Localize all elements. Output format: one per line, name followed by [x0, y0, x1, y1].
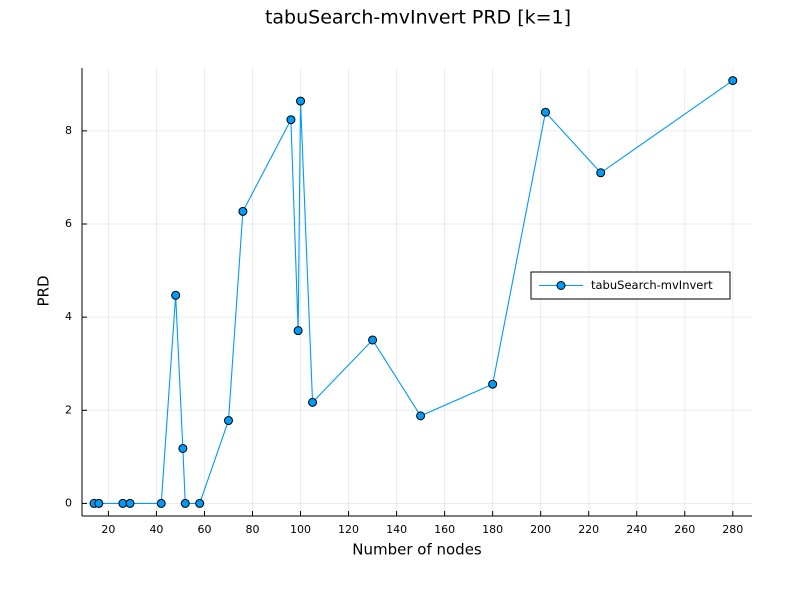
y-tick-label: 0	[65, 496, 72, 509]
data-point	[488, 379, 498, 389]
data-point	[171, 290, 181, 300]
data-point	[293, 326, 303, 336]
data-point	[156, 498, 166, 508]
x-tick-label: 60	[197, 523, 211, 536]
data-point	[238, 206, 248, 216]
data-point	[223, 416, 233, 426]
x-tick-label: 160	[434, 523, 455, 536]
legend: tabuSearch-mvInvert	[530, 271, 731, 300]
legend-marker	[556, 281, 566, 290]
y-axis-title: PRD	[35, 275, 53, 306]
x-tick-label: 140	[386, 523, 407, 536]
axes: 20 40 60 80 100 120 140 160 180 200 220 240 260 280 0 2…	[65, 68, 752, 536]
x-tick-label: 80	[246, 523, 260, 536]
data-point	[416, 411, 426, 421]
data-point	[728, 76, 738, 86]
data-point	[125, 498, 135, 508]
data-point	[286, 115, 296, 125]
data-point	[368, 335, 378, 345]
x-tick-label: 20	[101, 523, 115, 536]
data-point	[180, 498, 190, 508]
x-axis-title: Number of nodes	[352, 541, 482, 559]
y-tick-label: 6	[65, 217, 72, 230]
chart-title: tabuSearch-mvInvert PRD [k=1]	[265, 7, 571, 29]
data-point	[540, 107, 550, 117]
y-tick-label: 4	[65, 310, 72, 323]
x-tick-label: 120	[338, 523, 359, 536]
x-tick-label: 200	[530, 523, 551, 536]
x-tick-label: 180	[482, 523, 503, 536]
x-tick-label: 280	[722, 523, 743, 536]
legend-label: tabuSearch-mvInvert	[591, 278, 713, 292]
y-tick-label: 8	[65, 124, 72, 137]
data-point	[94, 498, 104, 508]
data-point	[195, 498, 205, 508]
x-tick-label: 220	[578, 523, 599, 536]
x-tick-label: 100	[290, 523, 311, 536]
data-point	[596, 168, 606, 178]
x-tick-label: 240	[626, 523, 647, 536]
x-tick-label: 260	[674, 523, 695, 536]
data-point	[296, 96, 306, 106]
x-tick-label: 40	[149, 523, 163, 536]
data-point	[308, 397, 318, 407]
y-tick-label: 2	[65, 403, 72, 416]
data-point	[178, 443, 188, 453]
series-layer	[89, 76, 738, 508]
